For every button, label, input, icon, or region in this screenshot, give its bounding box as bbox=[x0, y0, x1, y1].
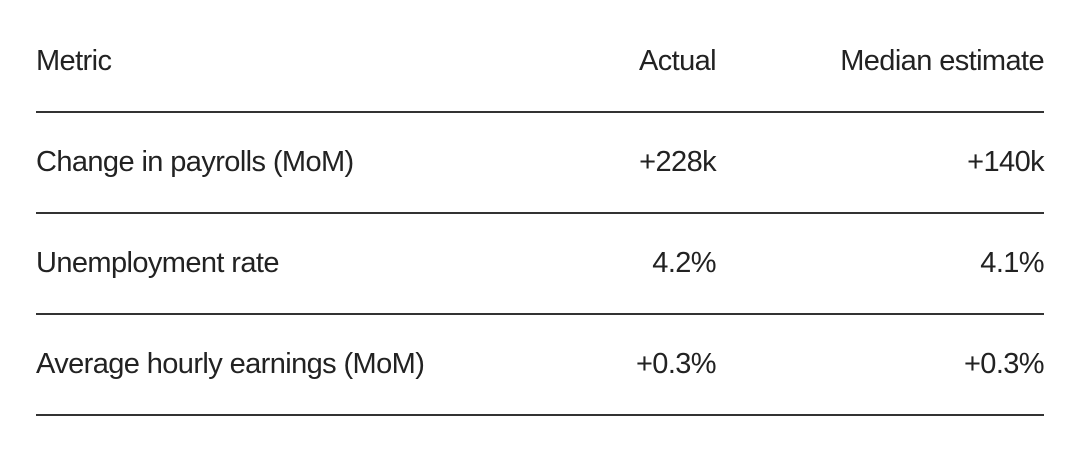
row-actual: +0.3% bbox=[635, 348, 717, 380]
header-actual: Actual bbox=[639, 45, 717, 77]
row-estimate: 4.1% bbox=[980, 247, 1044, 279]
header-metric: Metric bbox=[36, 45, 112, 77]
row-estimate: +0.3% bbox=[963, 348, 1045, 380]
row-estimate: +140k bbox=[967, 146, 1044, 178]
table-header-row: Metric Actual Median estimate bbox=[36, 12, 1045, 113]
row-actual: +228k bbox=[639, 146, 716, 178]
row-metric: Average hourly earnings (MoM) bbox=[36, 348, 425, 380]
row-metric: Change in payrolls (MoM) bbox=[36, 146, 354, 178]
row-metric: Unemployment rate bbox=[36, 247, 279, 279]
table-row: Change in payrolls (MoM) +228k +140k bbox=[36, 113, 1045, 214]
table-row: Average hourly earnings (MoM) +0.3% +0.3… bbox=[36, 315, 1045, 416]
table-row: Unemployment rate 4.2% 4.1% bbox=[36, 214, 1045, 315]
row-actual: 4.2% bbox=[652, 247, 716, 279]
data-table: Metric Actual Median estimate Change in … bbox=[36, 12, 1045, 416]
header-median-estimate: Median estimate bbox=[840, 45, 1044, 77]
